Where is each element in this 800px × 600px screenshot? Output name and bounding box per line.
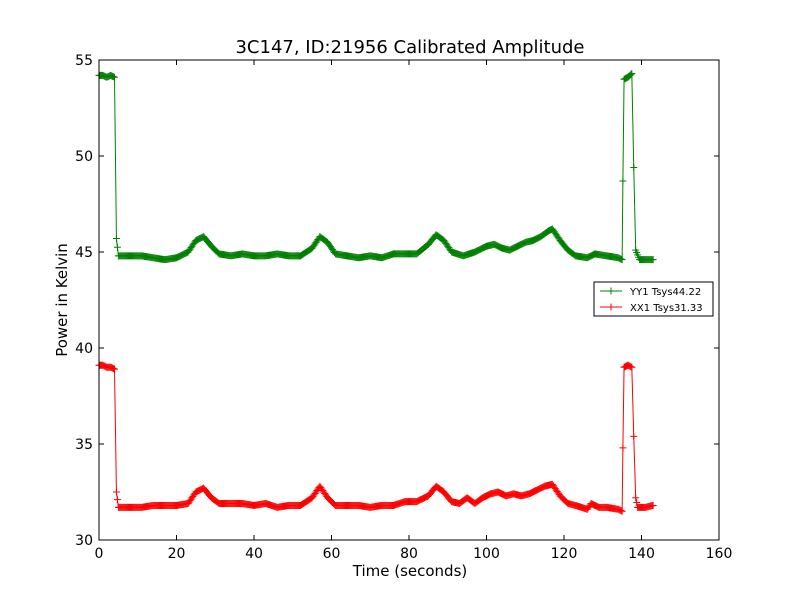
data-point: [630, 164, 638, 172]
data-point: [111, 73, 118, 81]
data-point: [633, 499, 641, 507]
series-markers-0: [95, 69, 657, 264]
y-tick-label: 55: [75, 53, 93, 69]
legend-box: [593, 281, 714, 317]
x-tick-label: 60: [323, 546, 341, 562]
y-tick-label: 30: [75, 533, 93, 549]
data-point: [619, 444, 627, 452]
legend: YY1 Tsys44.22 XX1 Tsys31.33: [593, 281, 714, 317]
data-point: [112, 235, 120, 243]
x-tick-label: 160: [706, 546, 733, 562]
y-tick-label: 50: [75, 149, 93, 165]
legend-label: XX1 Tsys31.33: [630, 303, 703, 314]
data-point: [113, 243, 121, 251]
legend-marker: [607, 287, 615, 295]
x-tick-label: 80: [400, 546, 418, 562]
data-point: [630, 432, 638, 440]
y-tick-label: 40: [75, 341, 93, 357]
x-tick-label: 140: [628, 546, 655, 562]
x-tick-label: 120: [551, 546, 578, 562]
data-point: [619, 177, 627, 185]
x-tick-label: 0: [95, 546, 104, 562]
legend-label: YY1 Tsys44.22: [629, 287, 701, 298]
data-point: [618, 507, 626, 515]
x-tick-label: 20: [168, 546, 186, 562]
series-line-1: [99, 364, 654, 513]
legend-marker: [607, 303, 615, 311]
y-tick-label: 45: [75, 245, 93, 261]
x-tick-label: 40: [245, 546, 263, 562]
data-point: [111, 365, 118, 373]
data-point: [632, 494, 640, 502]
series-markers-1: [95, 361, 657, 515]
data-point: [628, 69, 636, 77]
x-axis-label: Time (seconds): [352, 562, 468, 580]
chart-title: 3C147, ID:21956 Calibrated Amplitude: [235, 37, 584, 58]
data-point: [649, 501, 657, 509]
data-point: [649, 256, 657, 264]
data-point: [113, 496, 121, 504]
plot-area: [95, 69, 657, 515]
data-point: [627, 70, 635, 78]
y-tick-label: 35: [75, 437, 93, 453]
axis-ticks: 0 20 40 60 80 100 120 140 160 30 35 40 45 50 55: [75, 53, 732, 562]
data-point: [628, 363, 636, 371]
data-point: [112, 488, 120, 496]
data-point: [618, 256, 626, 264]
plot-frame: [98, 59, 720, 541]
series-line-0: [99, 72, 654, 261]
x-tick-label: 100: [473, 546, 500, 562]
y-axis-label: Power in Kelvin: [53, 243, 71, 357]
